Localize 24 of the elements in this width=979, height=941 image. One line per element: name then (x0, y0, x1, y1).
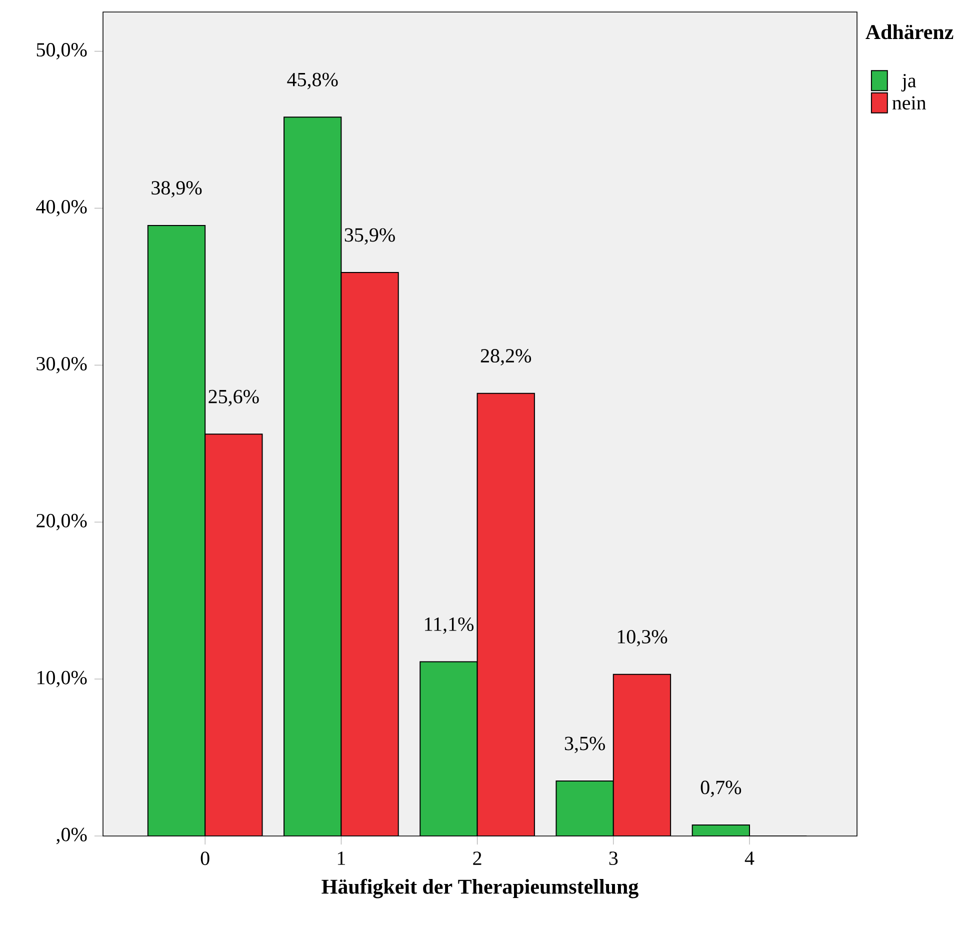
x-tick-label: 3 (609, 852, 618, 866)
data-label: 10,3% (618, 630, 668, 646)
y-tick-label: ,0% (56, 828, 87, 844)
legend-label: nein (892, 96, 926, 110)
y-tick-label: 40,0% (36, 200, 87, 216)
data-label: 38,9% (152, 181, 202, 198)
data-label: 11,1% (425, 617, 474, 634)
x-tick-label: 4 (744, 852, 754, 865)
data-label: 0,7% (700, 780, 742, 798)
y-tick-label: 50,0% (36, 43, 87, 60)
legend-title: Adhärenz (866, 24, 954, 40)
x-axis-title: Häufigkeit der Therapieumstellung (322, 878, 638, 898)
data-label: 45,8% (287, 72, 338, 90)
y-tick-label: 10,0% (38, 670, 87, 688)
data-label: 25,6% (208, 390, 259, 406)
y-tick-label: 20,0% (36, 514, 87, 530)
legend-label: ja (901, 74, 916, 92)
x-tick-label: 2 (473, 852, 482, 865)
data-label: 3,5% (564, 736, 605, 754)
data-label: 35,9% (344, 228, 395, 245)
data-label: 28,2% (480, 349, 532, 366)
y-tick-label: 30,0% (36, 356, 87, 374)
x-tick-label: 0 (200, 852, 210, 866)
x-tick-label: 1 (338, 852, 345, 865)
